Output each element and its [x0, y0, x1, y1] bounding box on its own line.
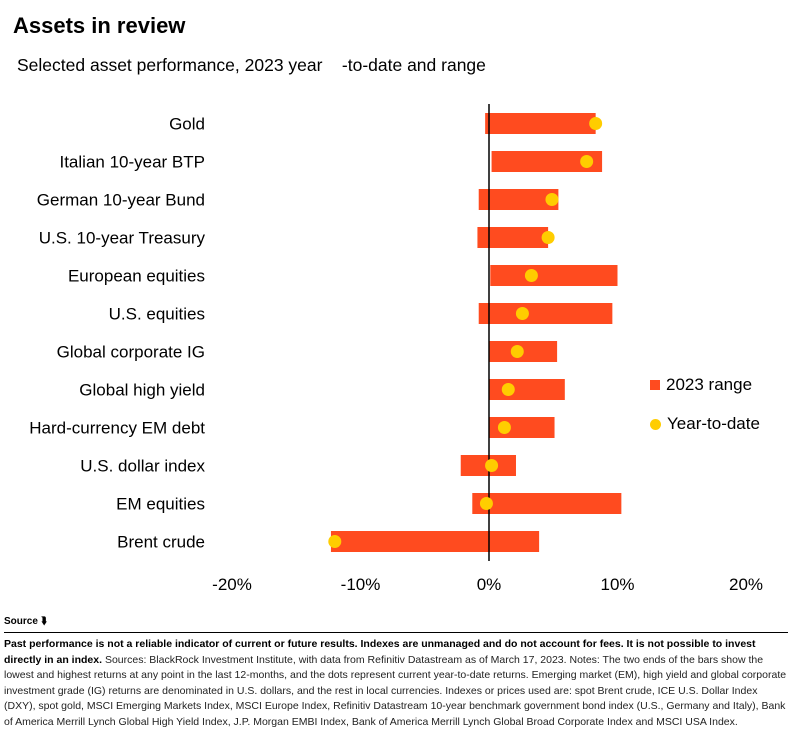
range-bar — [477, 227, 549, 248]
x-tick-label: 0% — [477, 575, 502, 594]
category-label: U.S. dollar index — [80, 457, 205, 476]
range-bar — [472, 493, 622, 514]
range-bar — [485, 113, 596, 134]
chart-title: Assets in review — [13, 13, 186, 38]
ytd-dot — [541, 231, 555, 244]
ytd-dot — [545, 193, 559, 206]
ytd-dot — [497, 421, 511, 434]
category-label: Gold — [169, 115, 205, 134]
ytd-dot — [328, 535, 342, 548]
range-chart: Gold Italian 10-year BTP German 10-year Bu… — [29, 104, 763, 594]
x-tick-label: 10% — [600, 575, 634, 594]
legend-ytd-dot — [650, 418, 661, 430]
range-bar — [491, 151, 603, 172]
range-bar — [478, 189, 559, 210]
source-toggle[interactable]: Source ⮯ — [4, 615, 47, 629]
source-label: Source — [4, 616, 38, 627]
ytd-dot — [515, 307, 529, 320]
category-label: European equities — [68, 267, 205, 286]
chart-subtitle: Selected asset performance, 2023 year -t… — [17, 55, 486, 75]
ytd-dot — [510, 345, 524, 358]
range-bar — [490, 265, 618, 286]
range-bar — [489, 379, 565, 400]
ytd-dot — [580, 155, 594, 168]
legend-item-ytd: Year-to-date — [650, 414, 760, 434]
legend-item-range: 2023 range — [650, 375, 752, 395]
category-label: U.S. equities — [109, 305, 205, 324]
x-tick-label: 20% — [729, 575, 763, 594]
x-tick-label: -20% — [212, 575, 252, 594]
category-label: German 10-year Bund — [37, 191, 205, 210]
chevron-down-icon: ⮯ — [40, 616, 47, 627]
category-label: Hard-currency EM debt — [29, 419, 205, 438]
category-label: U.S. 10-year Treasury — [39, 229, 206, 248]
notes-text: Sources: BlackRock Investment Institute,… — [4, 653, 787, 728]
ytd-dot — [589, 117, 603, 130]
category-label: Global corporate IG — [57, 343, 205, 362]
category-label: Brent crude — [117, 533, 205, 552]
range-bar — [478, 303, 613, 324]
category-label: Global high yield — [79, 381, 205, 400]
legend-ytd-label: Year-to-date — [667, 414, 760, 433]
source-divider — [4, 632, 788, 633]
ytd-dot — [524, 269, 538, 282]
source-notes: Past performance is not a reliable indic… — [4, 637, 788, 730]
ytd-dot — [501, 383, 515, 396]
category-label: EM equities — [116, 495, 205, 514]
category-label: Italian 10-year BTP — [59, 153, 205, 172]
x-tick-label: -10% — [341, 575, 381, 594]
ytd-dot — [479, 497, 493, 510]
range-bar — [330, 531, 540, 552]
legend-range-swatch — [650, 380, 660, 390]
ytd-dot — [485, 459, 499, 472]
disclaimer-text: Past performance is not a reliable indic… — [4, 638, 756, 666]
legend-range-label: 2023 range — [666, 375, 753, 394]
